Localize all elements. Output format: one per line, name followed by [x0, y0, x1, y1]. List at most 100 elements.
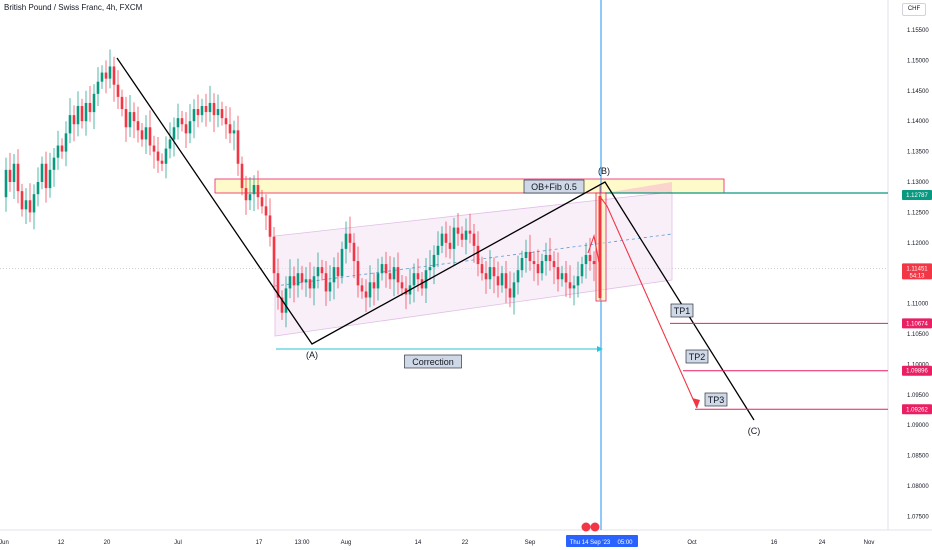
chart-title: British Pound / Swiss Franc, 4h, FXCM [4, 3, 143, 12]
candle-body [372, 282, 376, 289]
price-series [4, 49, 602, 328]
event-icon [581, 522, 591, 532]
candle-body [364, 291, 368, 298]
candle-body [444, 233, 448, 243]
candle-body [236, 130, 240, 164]
candle-body [92, 93, 96, 113]
candle-body [580, 264, 584, 277]
x-tick-label: Nov [864, 540, 875, 546]
candle-body [132, 112, 136, 122]
candle-body [308, 279, 312, 289]
current-price-countdown: 54:13 [909, 273, 925, 279]
projection-path [587, 196, 698, 409]
candle-body [52, 157, 56, 170]
candle-body [284, 288, 288, 313]
candle-body [128, 112, 132, 128]
candle-body [296, 273, 300, 286]
candle-body [496, 276, 500, 286]
candle-body [448, 242, 452, 249]
correction-arrowhead [597, 346, 603, 352]
candle-body [428, 267, 432, 271]
candle-body [16, 163, 20, 192]
level-2-tag [902, 365, 932, 376]
candle-body [280, 297, 284, 313]
candle-body [320, 267, 324, 274]
candle-body [212, 102, 216, 116]
candle-body [232, 130, 236, 134]
crosshair-date-label: Thu 14 Sep '23 [570, 540, 611, 546]
candle-body [524, 251, 528, 258]
candle-body [328, 282, 332, 292]
y-tick-label: 1.15500 [907, 28, 929, 34]
candle-body [208, 102, 212, 113]
candle-body [332, 267, 336, 283]
candle-body [336, 267, 340, 277]
y-tick-label: 1.07500 [907, 514, 929, 520]
candle-body [440, 233, 444, 246]
candle-body [224, 118, 228, 125]
candle-body [536, 264, 540, 274]
current-price-tag [902, 263, 932, 280]
x-tick-label: Oct [687, 540, 697, 546]
candle-body [344, 233, 348, 249]
candle-body [80, 106, 84, 122]
tp3-box [704, 392, 728, 407]
level-1-tag [902, 318, 932, 329]
candle-body [560, 273, 564, 280]
elliott-wave-line [116, 57, 755, 421]
current-price-value: 1.11451 [906, 266, 928, 272]
candle-body [4, 169, 8, 198]
candle-body [588, 254, 592, 262]
y-tick-label: 1.12000 [907, 241, 929, 247]
candle-body [488, 267, 492, 280]
candle-body [516, 270, 520, 283]
candle-body [176, 118, 180, 128]
candle-body [288, 276, 292, 289]
candle-body [148, 127, 152, 146]
candle-body [552, 261, 556, 268]
candle-body [144, 127, 148, 140]
ob-fib-zone [214, 178, 725, 194]
wave-c-label: (C) [748, 426, 761, 436]
y-tick-label: 1.14500 [907, 89, 929, 95]
currency-button[interactable]: CHF [902, 3, 926, 16]
candle-body [352, 242, 356, 262]
candle-body [188, 121, 192, 134]
candle-body [200, 106, 204, 116]
y-tick-label: 1.10000 [907, 362, 929, 368]
candle-body [500, 273, 504, 286]
candle-body [416, 273, 420, 280]
x-tick-label: 24 [819, 540, 826, 546]
candle-body [436, 245, 440, 255]
x-tick-label: 20 [104, 540, 111, 546]
candle-body [216, 109, 220, 116]
candle-body [112, 66, 116, 85]
channel-fill [274, 191, 673, 337]
candle-body [400, 282, 404, 289]
x-tick-label: 14 [415, 540, 422, 546]
candle-body [548, 254, 552, 262]
candle-body [276, 273, 280, 298]
y-tick-label: 1.15000 [907, 58, 929, 64]
crosshair-date-box [566, 535, 638, 547]
y-tick-label: 1.13000 [907, 180, 929, 186]
candle-body [152, 145, 156, 152]
y-tick-label: 1.09500 [907, 393, 929, 399]
candle-body [8, 169, 12, 182]
level-0-tag [902, 189, 932, 200]
level-0-value: 1.12787 [906, 193, 928, 199]
candle-body [84, 102, 88, 122]
candle-body [452, 227, 456, 249]
candle-body [140, 130, 144, 140]
candle-body [472, 233, 476, 246]
level-2-value: 1.09896 [906, 369, 928, 375]
y-tick-label: 1.14000 [907, 119, 929, 125]
candle-body [44, 163, 48, 189]
candle-body [220, 109, 224, 119]
candle-body [168, 139, 172, 149]
candle-body [412, 273, 416, 286]
candle-body [556, 267, 560, 280]
candle-body [108, 66, 112, 79]
